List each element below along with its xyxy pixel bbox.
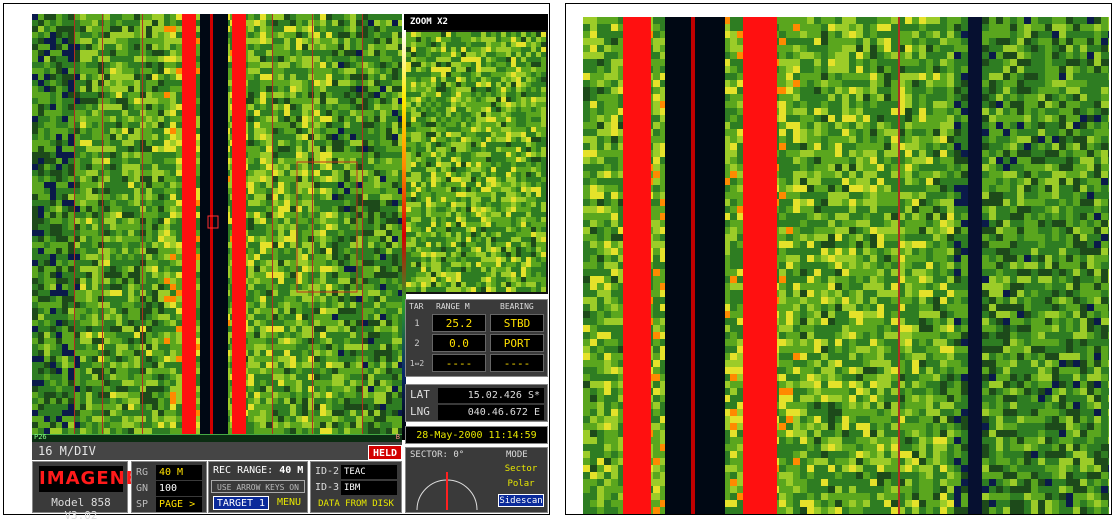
target-1-bearing: STBD <box>490 314 544 332</box>
zoom-sonar-image <box>406 32 546 292</box>
range-line-1 <box>102 14 103 434</box>
mode-sidescan-option[interactable]: Sidescan <box>498 494 544 507</box>
mode-panel: SECTOR: 0° MODE Sector Polar Sidescan <box>405 447 548 513</box>
magnified-sonar-window <box>565 3 1112 515</box>
bearing-header: BEARING <box>500 302 534 311</box>
arrow-keys-hint: USE ARROW KEYS ON <box>211 480 305 493</box>
mode-polar-option[interactable]: Polar <box>507 479 535 489</box>
target-row-diff-id: 1⇔2 <box>409 359 425 368</box>
target-marker[interactable] <box>207 215 219 229</box>
sector-label: SECTOR: 0° <box>410 450 465 460</box>
rec-range: REC RANGE: 40 M <box>213 465 303 476</box>
target-1-range: 25.2 <box>432 314 486 332</box>
range-line-0 <box>74 14 75 434</box>
stbd-red-band <box>232 14 246 434</box>
device-id-box: ID-2 TEAC ID-3 IBM DATA FROM DISK <box>310 461 402 513</box>
gn-value[interactable]: 100 <box>156 481 202 496</box>
sp-label: SP <box>136 499 149 510</box>
target-button[interactable]: TARGET 1 <box>213 496 269 510</box>
rec-range-box: REC RANGE: 40 M USE ARROW KEYS ON TARGET… <box>208 461 308 513</box>
range-line-3 <box>272 14 273 434</box>
nadir-water-column <box>200 14 228 434</box>
model-label: Model 858 V3.02 <box>51 496 111 522</box>
rg-label: RG <box>136 467 149 478</box>
sp-value[interactable]: PAGE > <box>156 497 202 512</box>
zoom-panel: ZOOM X2 <box>404 14 548 294</box>
big-nadir-center-line <box>691 17 695 514</box>
range-line-5 <box>362 14 363 434</box>
rec-range-value: 40 M <box>279 465 304 476</box>
target-2-bearing: PORT <box>490 334 544 352</box>
range-line-2 <box>142 14 143 434</box>
scale-bar: 16 M/DIV <box>32 442 402 460</box>
target-diff-bearing: ---- <box>490 354 544 372</box>
sidescan-sonar-image[interactable] <box>32 14 402 434</box>
target-table: TAR RANGE M BEARING 1 25.2 STBD 2 0.0 PO… <box>405 299 548 377</box>
lat-label: LAT <box>410 388 430 401</box>
strip-right-label: B <box>395 433 400 441</box>
gn-label: GN <box>136 483 149 494</box>
id3-value: IBM <box>341 481 397 495</box>
sector-gauge-icon <box>416 472 478 510</box>
id2-label: ID-2 <box>315 466 340 477</box>
big-port-red-band <box>623 17 651 514</box>
big-range-line <box>898 17 900 514</box>
target-2-range: 0.0 <box>432 334 486 352</box>
zoom-title: ZOOM X2 <box>404 14 548 30</box>
id2-value: TEAC <box>341 465 397 479</box>
strip-left-label: P26 <box>34 433 47 441</box>
lng-value: 040.46.672 E <box>438 405 544 420</box>
mode-label: MODE <box>506 450 528 460</box>
target-diff-range: ---- <box>432 354 486 372</box>
rg-value[interactable]: 40 M <box>156 465 202 480</box>
zoom-region-box[interactable] <box>296 161 358 293</box>
logo-box: IMAGENEX Model 858 V3.02 <box>32 461 153 522</box>
held-button[interactable]: HELD <box>368 445 402 460</box>
magnified-sonar-image <box>583 17 1109 514</box>
imagenex-logo: IMAGENEX <box>39 466 153 492</box>
ping-strip: P26 B <box>32 433 402 443</box>
target-row-2-id: 2 <box>414 339 420 349</box>
big-dark-channel <box>968 17 982 514</box>
data-from-disk-button[interactable]: DATA FROM DISK <box>318 499 394 509</box>
tar-header: TAR <box>409 302 424 311</box>
nadir-center-line <box>210 14 213 434</box>
settings-box: RG 40 M GN 100 SP PAGE > <box>131 461 207 513</box>
big-stbd-red-band <box>743 17 777 514</box>
sonar-display-window: ZOOM X2 P26 B 16 M/DIV HELD IMAGENEX Mod… <box>3 3 550 522</box>
lng-label: LNG <box>410 405 430 418</box>
menu-button[interactable]: MENU <box>276 497 302 508</box>
id3-label: ID-3 <box>315 482 340 493</box>
lat-value: 15.02.426 S* <box>438 388 544 403</box>
rec-range-label: REC RANGE: <box>213 465 274 476</box>
range-line-4 <box>312 14 313 434</box>
position-box: LAT 15.02.426 S* LNG 040.46.672 E <box>405 384 548 422</box>
target-row-1-id: 1 <box>414 319 420 329</box>
color-scale-bar <box>402 30 406 440</box>
scale-label: 16 M/DIV <box>38 444 96 458</box>
range-header: RANGE M <box>436 302 470 311</box>
datetime-display: 28-May-2000 11:14:59 <box>405 426 548 444</box>
port-red-band <box>182 14 196 434</box>
mode-sector-option[interactable]: Sector <box>504 464 538 474</box>
